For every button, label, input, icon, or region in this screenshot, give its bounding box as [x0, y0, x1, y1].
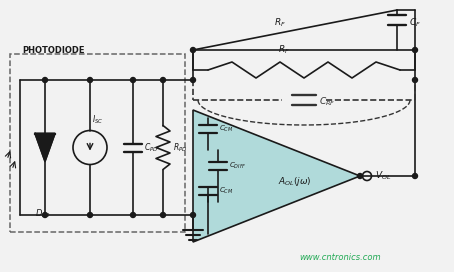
Circle shape	[161, 212, 166, 218]
Text: $I_{SC}$: $I_{SC}$	[92, 114, 104, 126]
Text: $C_F$: $C_F$	[409, 16, 421, 29]
Circle shape	[413, 78, 418, 82]
Text: $R_F$: $R_F$	[278, 44, 290, 56]
Circle shape	[43, 78, 48, 82]
Text: $C_{RF}$: $C_{RF}$	[319, 96, 336, 108]
Text: PHOTODIODE: PHOTODIODE	[22, 46, 84, 55]
Circle shape	[130, 78, 135, 82]
Text: www.cntronics.com: www.cntronics.com	[299, 253, 381, 262]
Circle shape	[413, 174, 418, 178]
Bar	[10, 54, 185, 232]
Circle shape	[88, 78, 93, 82]
Text: $R_{PD}$: $R_{PD}$	[173, 141, 188, 154]
Circle shape	[413, 48, 418, 52]
Circle shape	[130, 212, 135, 218]
Text: $C_{PD}$: $C_{PD}$	[144, 141, 158, 154]
Text: $C_{CM}$: $C_{CM}$	[219, 186, 233, 196]
Circle shape	[88, 212, 93, 218]
Text: $C_{DIFF}$: $C_{DIFF}$	[229, 161, 247, 171]
Text: $D_{PD}$: $D_{PD}$	[35, 207, 51, 220]
Circle shape	[357, 174, 362, 178]
Circle shape	[161, 78, 166, 82]
Text: $A_{OL}(j\omega)$: $A_{OL}(j\omega)$	[278, 175, 312, 187]
Polygon shape	[193, 110, 360, 242]
Circle shape	[191, 48, 196, 52]
Text: $V_{OL}$: $V_{OL}$	[375, 170, 391, 182]
Text: $C_{CM}$: $C_{CM}$	[219, 124, 233, 134]
Polygon shape	[35, 134, 55, 162]
Circle shape	[43, 212, 48, 218]
Text: $R_F$: $R_F$	[274, 16, 286, 29]
Circle shape	[191, 212, 196, 218]
Circle shape	[191, 78, 196, 82]
